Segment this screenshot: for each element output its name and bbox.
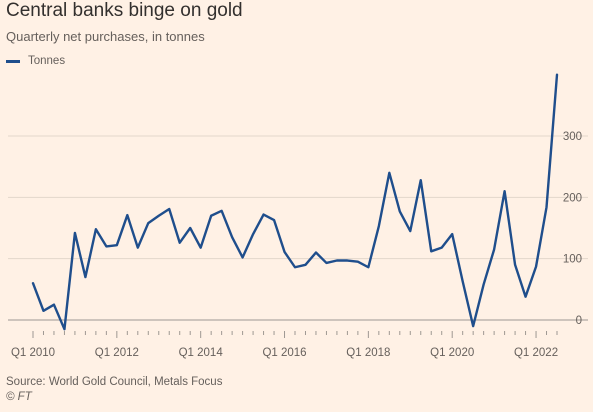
legend-label: Tonnes bbox=[28, 55, 66, 67]
legend: Tonnes bbox=[6, 55, 65, 67]
x-tick-label: Q1 2022 bbox=[514, 347, 558, 359]
series-line-tonnes bbox=[31, 73, 559, 331]
gridlines bbox=[8, 135, 588, 321]
series-lines bbox=[31, 73, 559, 331]
x-tick-label: Q1 2012 bbox=[95, 347, 139, 359]
ft-credit: © FT bbox=[6, 391, 32, 403]
y-tick-label: 100 bbox=[563, 254, 582, 266]
chart-title: Central banks binge on gold bbox=[6, 0, 243, 21]
x-tick-label: Q1 2014 bbox=[179, 347, 224, 359]
source-note: Source: World Gold Council, Metals Focus bbox=[6, 376, 223, 388]
legend-swatch bbox=[6, 59, 20, 63]
chart-subtitle: Quarterly net purchases, in tonnes bbox=[6, 29, 205, 44]
tick-labels: 0 100 200 300 Q1 2010 Q1 2012 Q1 2014 Q1 2016 Q1… bbox=[11, 131, 582, 359]
x-tick-label: Q1 2010 bbox=[11, 347, 55, 359]
x-tick-label: Q1 2020 bbox=[430, 347, 474, 359]
x-tick-label: Q1 2016 bbox=[262, 347, 306, 359]
y-tick-label: 0 bbox=[576, 315, 582, 327]
y-tick-label: 300 bbox=[563, 131, 582, 143]
x-tick-label: Q1 2018 bbox=[346, 347, 390, 359]
y-tick-label: 200 bbox=[563, 192, 582, 204]
x-ticks bbox=[32, 331, 558, 338]
